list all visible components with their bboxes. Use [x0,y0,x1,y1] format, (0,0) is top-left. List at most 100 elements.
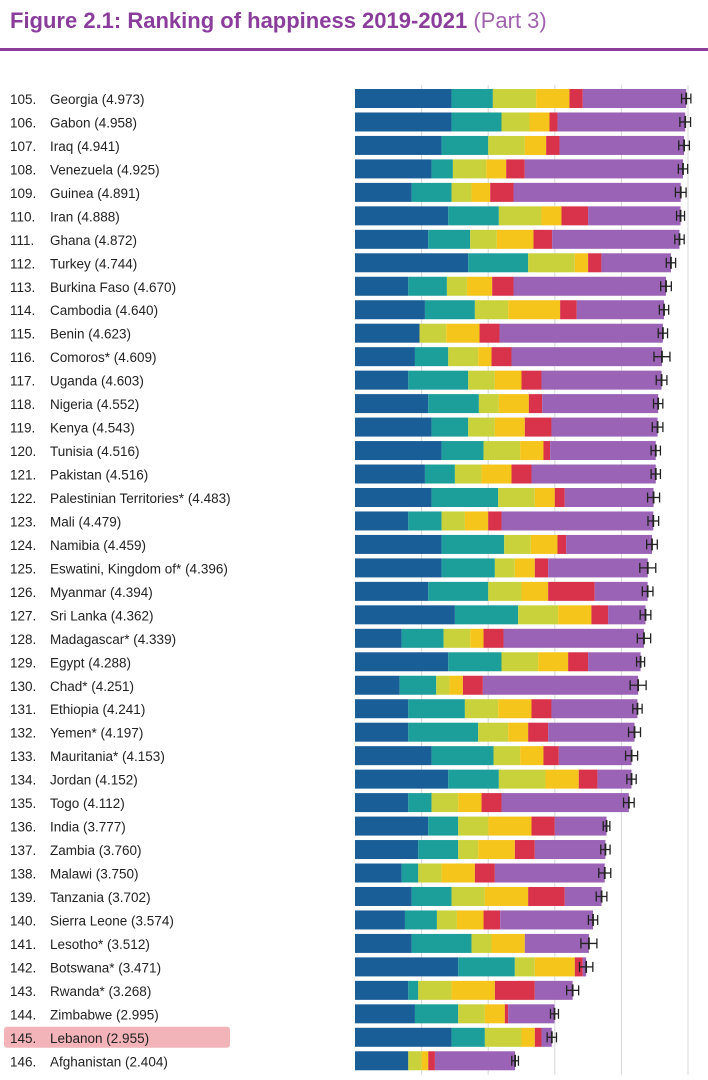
bar-segment [454,605,519,625]
bar-segment [483,628,504,648]
bar-segment [441,135,489,155]
bar-segment [588,253,602,273]
country-label: Guinea (4.891) [50,186,140,201]
rank-label: 135. [10,796,36,811]
country-label: Afghanistan (2.404) [50,1054,168,1069]
bar-segment [408,722,479,742]
bar-segment [448,206,499,226]
bar-segment [560,300,577,320]
bar-segment [355,957,459,977]
bar-segment [484,1004,505,1024]
rank-label: 114. [10,303,35,318]
bar-segment [355,863,402,883]
rank-label: 130. [10,679,36,694]
bar-segment [548,581,595,601]
country-label: Tanzania (3.702) [50,890,151,905]
rank-label: 121. [10,468,36,483]
bar-segment [534,1027,542,1047]
bar-segment [492,276,514,296]
bar-segment [534,487,555,507]
rank-label: 145. [10,1031,36,1046]
bar-segment [451,886,485,906]
bar-segment [491,933,525,953]
bar-segment [494,370,522,390]
bar-segment [488,135,525,155]
bar-segment [441,441,484,461]
rank-label: 129. [10,655,36,670]
country-label: Turkey (4.744) [50,256,137,271]
country-label: Benin (4.623) [50,327,131,342]
country-label: Burkina Faso (4.670) [50,280,176,295]
bar-segment [594,581,648,601]
country-label: Mali (4.479) [50,514,121,529]
bar-segment [355,206,449,226]
rank-label: 128. [10,632,36,647]
bar-segment [508,300,561,320]
bar-segment [466,276,493,296]
bar-segment [558,605,592,625]
bar-segment [355,1027,452,1047]
chart-title-part: (Part 3) [473,8,547,33]
bar-segment [355,253,469,273]
country-label: Eswatini, Kingdom of* (4.396) [50,561,228,576]
bar-segment [431,417,469,437]
bar-segment [478,722,509,742]
bar-segment [551,417,658,437]
bar-segment [528,394,543,414]
bar-segment [534,980,573,1000]
bar-segment [418,840,459,860]
rank-label: 144. [10,1007,36,1022]
bar-segment [431,159,453,179]
rank-label: 112. [10,256,35,271]
bar-segment [355,394,429,414]
bar-segment [408,276,447,296]
bar-segment [564,886,602,906]
bar-segment [478,840,515,860]
bar-segment [408,980,419,1000]
country-label: Georgia (4.973) [50,92,145,107]
bar-segment [355,933,412,953]
country-label: Zimbabwe (2.995) [50,1007,159,1022]
bar-segment [548,722,635,742]
bar-segment [504,1004,509,1024]
bar-segment [421,1051,429,1071]
bar-segment [431,487,499,507]
bar-segment [355,135,442,155]
bar-segment [486,159,507,179]
bar-segment [493,746,521,766]
bar-segment [550,441,656,461]
bar-segment [524,417,552,437]
bar-segment [513,276,667,296]
bar-segment [538,652,569,672]
bar-segment [451,980,495,1000]
bar-segment [501,652,539,672]
bar-segment [501,793,629,813]
country-label: Lesotho* (3.512) [50,937,150,952]
bar-segment [496,229,534,249]
bar-segment [481,464,512,484]
bar-segment [501,511,654,531]
bar-segment [441,511,465,531]
bar-segment [408,793,432,813]
bar-segment [458,957,515,977]
bar-segment [355,534,442,554]
bar-segment [521,370,542,390]
country-label: Iraq (4.941) [50,139,120,154]
bar-segment [471,933,492,953]
bar-segment [449,675,463,695]
bar-segment [355,628,402,648]
country-label: Myanmar (4.394) [50,585,153,600]
bar-segment [428,1051,435,1071]
bar-segment [451,1027,485,1047]
bar-segment [554,816,607,836]
country-label: Palestinian Territories* (4.483) [50,491,231,506]
bar-segment [508,722,529,742]
bar-segment [411,182,452,202]
bar-segment [578,769,598,789]
bar-segment [543,441,551,461]
bar-segment [498,394,529,414]
bar-segment [484,1027,522,1047]
bar-segment [531,464,656,484]
bar-segment [443,628,471,648]
rank-label: 113. [10,280,35,295]
